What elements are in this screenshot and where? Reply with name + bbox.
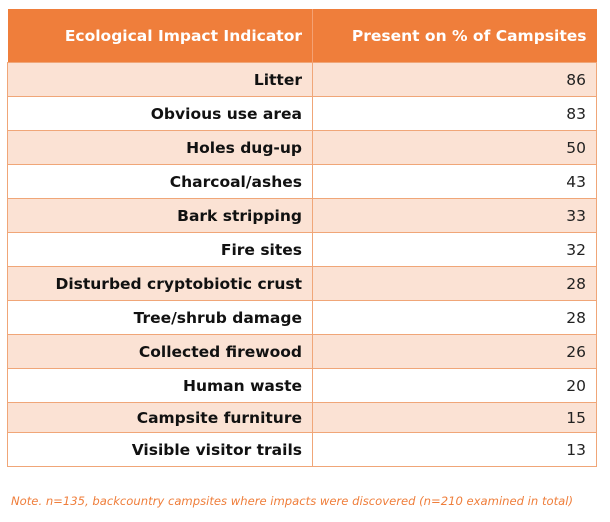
- header-row: Ecological Impact Indicator Present on %…: [7, 9, 597, 63]
- impact-table-container: Ecological Impact Indicator Present on %…: [7, 9, 597, 467]
- header-percent: Present on % of Campsites: [312, 9, 597, 63]
- indicator-cell: Charcoal/ashes: [7, 164, 313, 199]
- table-row: Visible visitor trails 13: [7, 432, 597, 467]
- table-row: Tree/shrub damage 28: [7, 300, 597, 335]
- table-note: Note. n=135, backcountry campsites where…: [11, 494, 573, 508]
- indicator-cell: Holes dug-up: [7, 130, 313, 165]
- percent-cell: 15: [312, 402, 597, 433]
- indicator-cell: Disturbed cryptobiotic crust: [7, 266, 313, 301]
- indicator-cell: Collected firewood: [7, 334, 313, 369]
- percent-cell: 33: [312, 198, 597, 233]
- percent-cell: 28: [312, 300, 597, 335]
- table-row: Disturbed cryptobiotic crust 28: [7, 266, 597, 301]
- indicator-cell: Visible visitor trails: [7, 432, 313, 467]
- percent-cell: 50: [312, 130, 597, 165]
- indicator-cell: Tree/shrub damage: [7, 300, 313, 335]
- table-row: Charcoal/ashes 43: [7, 164, 597, 199]
- impact-table: Ecological Impact Indicator Present on %…: [7, 9, 597, 467]
- indicator-cell: Campsite furniture: [7, 402, 313, 433]
- table-row: Human waste 20: [7, 368, 597, 403]
- percent-cell: 20: [312, 368, 597, 403]
- percent-cell: 13: [312, 432, 597, 467]
- indicator-cell: Fire sites: [7, 232, 313, 267]
- indicator-cell: Litter: [7, 62, 313, 97]
- table-header: Ecological Impact Indicator Present on %…: [7, 9, 597, 63]
- percent-cell: 86: [312, 62, 597, 97]
- percent-cell: 26: [312, 334, 597, 369]
- header-indicator: Ecological Impact Indicator: [7, 9, 313, 63]
- table-row: Holes dug-up 50: [7, 130, 597, 165]
- table-body: Litter 86 Obvious use area 83 Holes dug-…: [7, 62, 597, 467]
- table-row: Bark stripping 33: [7, 198, 597, 233]
- percent-cell: 43: [312, 164, 597, 199]
- table-row: Campsite furniture 15: [7, 402, 597, 433]
- table-row: Obvious use area 83: [7, 96, 597, 131]
- table-row: Collected firewood 26: [7, 334, 597, 369]
- indicator-cell: Human waste: [7, 368, 313, 403]
- table-row: Fire sites 32: [7, 232, 597, 267]
- percent-cell: 32: [312, 232, 597, 267]
- percent-cell: 83: [312, 96, 597, 131]
- indicator-cell: Obvious use area: [7, 96, 313, 131]
- percent-cell: 28: [312, 266, 597, 301]
- table-row: Litter 86: [7, 62, 597, 97]
- indicator-cell: Bark stripping: [7, 198, 313, 233]
